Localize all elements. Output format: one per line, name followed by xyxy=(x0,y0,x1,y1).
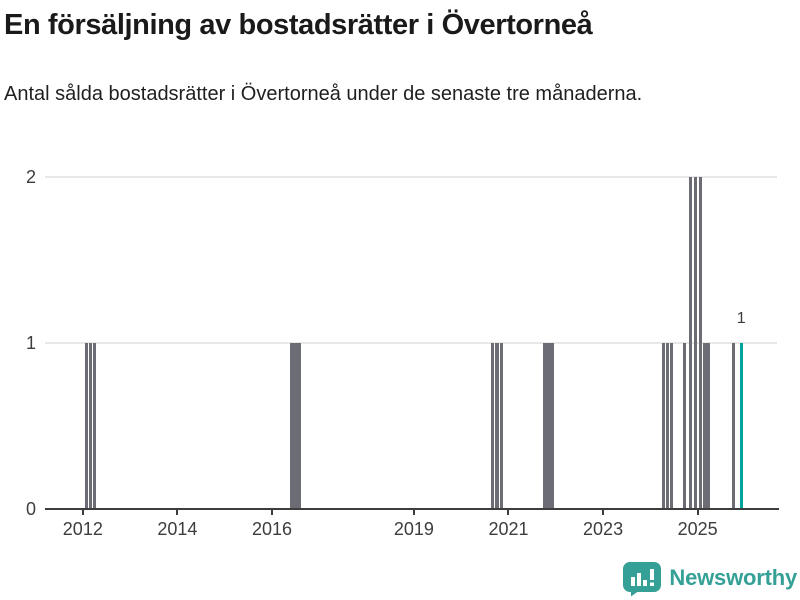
bar xyxy=(706,343,710,508)
bar xyxy=(542,343,548,508)
newsworthy-brand-name: Newsworthy xyxy=(669,565,797,590)
bar xyxy=(84,343,88,508)
x-axis-tick-label: 2019 xyxy=(393,519,434,539)
bar xyxy=(732,343,736,508)
newsworthy-branding: Newsworthy xyxy=(623,561,797,598)
bar xyxy=(495,343,499,508)
y-gridline xyxy=(45,342,777,344)
x-axis-tick-mark xyxy=(176,510,179,515)
bar xyxy=(693,177,698,508)
x-axis-tick-mark xyxy=(81,510,84,515)
bar xyxy=(491,343,495,508)
bar xyxy=(298,343,302,508)
x-axis-tick-label: 2023 xyxy=(583,519,624,539)
y-axis-tick-label: 2 xyxy=(25,167,36,187)
bar xyxy=(290,343,295,508)
x-axis-tick-label: 2014 xyxy=(157,519,198,539)
x-axis-line xyxy=(45,507,779,510)
x-axis-tick-mark xyxy=(602,510,605,515)
x-axis-tick-mark xyxy=(507,510,510,515)
y-axis-tick-label: 1 xyxy=(25,333,36,353)
y-gridline xyxy=(45,176,777,178)
bar xyxy=(698,177,702,508)
bar xyxy=(88,343,93,508)
bar xyxy=(689,177,693,508)
highlight-bar xyxy=(739,343,743,508)
x-axis-tick-label: 2025 xyxy=(677,519,718,539)
bar xyxy=(93,343,97,508)
bar xyxy=(546,343,552,508)
x-axis-tick-mark xyxy=(412,510,415,515)
x-axis-tick-mark xyxy=(696,510,699,515)
x-axis-tick-mark xyxy=(271,510,273,515)
bar xyxy=(661,343,665,508)
bar xyxy=(682,343,686,508)
x-axis-tick-label: 2021 xyxy=(488,519,529,539)
newsworthy-logo-icon xyxy=(623,562,662,597)
x-axis-tick-label: 2012 xyxy=(62,519,103,539)
bar-value-annotation: 1 xyxy=(736,310,746,327)
bar xyxy=(550,343,554,508)
bar xyxy=(670,343,674,508)
y-axis-tick-label: 0 xyxy=(25,499,36,519)
chart-title: En försäljning av bostadsrätter i Överto… xyxy=(4,9,593,41)
bar xyxy=(665,343,670,508)
x-axis-tick-label: 2016 xyxy=(251,519,293,539)
bar xyxy=(702,343,708,508)
bar xyxy=(294,343,299,508)
bar xyxy=(499,343,503,508)
chart-subtitle: Antal sålda bostadsrätter i Övertorneå u… xyxy=(4,83,643,105)
